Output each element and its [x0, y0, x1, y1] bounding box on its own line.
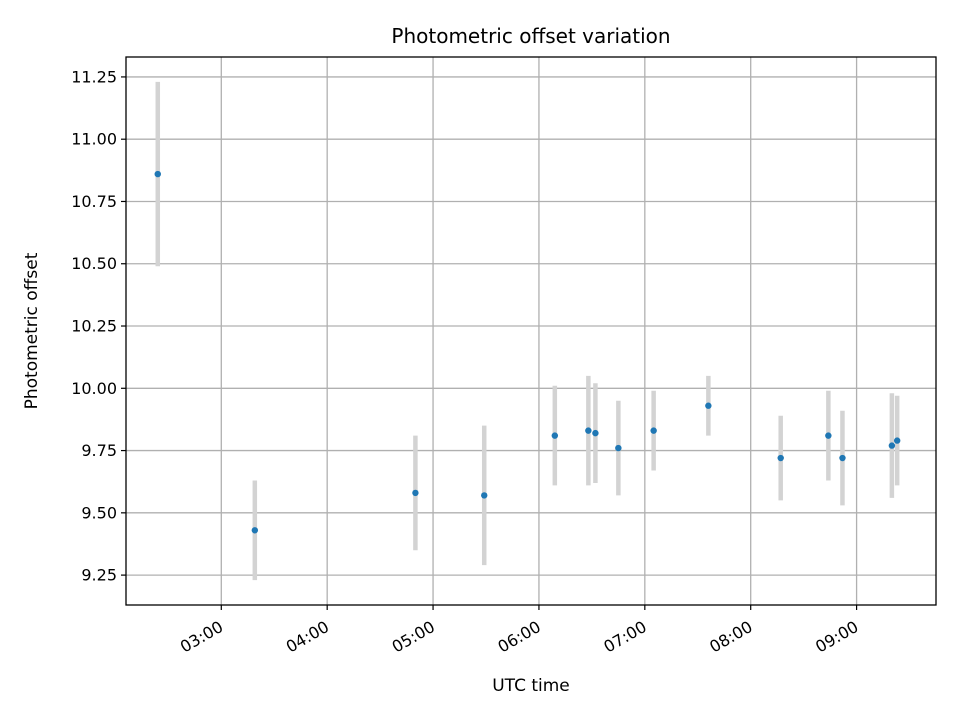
- data-point: [585, 427, 592, 434]
- y-tick-label: 9.50: [81, 503, 117, 522]
- data-points: [154, 170, 901, 534]
- y-tick-label: 10.00: [71, 379, 117, 398]
- y-tick-label: 10.25: [71, 317, 117, 336]
- data-point: [251, 527, 259, 534]
- y-tick-label: 9.75: [81, 441, 117, 460]
- x-axis-title: UTC time: [492, 676, 570, 696]
- data-point: [650, 427, 657, 434]
- data-point: [893, 437, 901, 444]
- chart-title: Photometric offset variation: [391, 24, 670, 48]
- data-point: [705, 402, 712, 409]
- data-point: [615, 444, 622, 452]
- data-point: [888, 442, 896, 449]
- data-point: [839, 454, 846, 462]
- data-point: [154, 170, 161, 178]
- y-axis-title: Photometric offset: [22, 252, 42, 409]
- y-tick-label: 10.75: [71, 192, 117, 211]
- y-axis: 9.25 9.50 9.75 10.00 10.25 10.50 10.75 11.00 11.…: [71, 67, 126, 585]
- data-point: [592, 429, 599, 437]
- data-point: [777, 454, 784, 462]
- y-tick-label: 9.25: [81, 566, 117, 585]
- data-point: [412, 489, 419, 497]
- plot-frame: [125, 56, 937, 606]
- data-point: [825, 432, 832, 439]
- y-tick-label: 11.25: [71, 67, 117, 86]
- data-point: [481, 492, 488, 499]
- y-tick-label: 10.50: [71, 254, 117, 273]
- y-tick-label: 11.00: [71, 130, 117, 149]
- data-point: [551, 432, 559, 439]
- grid: [126, 57, 936, 605]
